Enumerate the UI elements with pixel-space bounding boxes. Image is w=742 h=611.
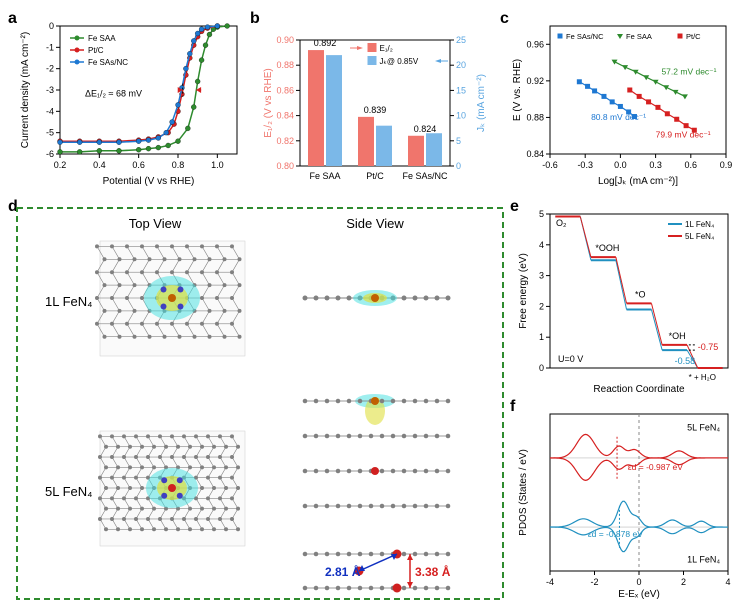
svg-text:0: 0	[636, 577, 641, 587]
svg-text:0.6: 0.6	[132, 160, 145, 170]
svg-text:Free energy (eV): Free energy (eV)	[518, 253, 529, 329]
svg-text:U=0 V: U=0 V	[558, 354, 583, 364]
svg-text:0.96: 0.96	[526, 39, 544, 49]
svg-text:20: 20	[456, 60, 466, 70]
svg-text:0.88: 0.88	[526, 112, 544, 122]
svg-text:* + H₂O: * + H₂O	[689, 373, 716, 382]
svg-text:E₁/₂: E₁/₂	[380, 44, 393, 53]
svg-text:E-Eₓ (eV): E-Eₓ (eV)	[618, 589, 660, 600]
svg-text:-4: -4	[546, 577, 554, 587]
svg-text:Pt/C: Pt/C	[686, 32, 701, 41]
svg-text:4: 4	[539, 240, 544, 250]
svg-text:0.824: 0.824	[414, 124, 437, 134]
svg-text:0.0: 0.0	[614, 160, 627, 170]
svg-text:0.84: 0.84	[526, 149, 544, 159]
svg-text:1L FeN₄: 1L FeN₄	[687, 555, 720, 565]
svg-text:2.81 Å: 2.81 Å	[325, 564, 361, 579]
svg-text:PDOS (States / eV): PDOS (States / eV)	[518, 449, 529, 536]
svg-text:E (V vs. RHE): E (V vs. RHE)	[512, 59, 523, 121]
svg-text:0.6: 0.6	[685, 160, 698, 170]
panel-b: 0.80 0.82 0.84 0.86 0.88 0.90 0 5 10 15 20 25 E₁/₂ (…	[260, 18, 490, 188]
svg-text:Jₖ (mA cm⁻²): Jₖ (mA cm⁻²)	[476, 74, 487, 132]
svg-text:-2: -2	[590, 577, 598, 587]
panel-f-label: f	[510, 398, 515, 416]
svg-text:*OOH: *OOH	[595, 243, 619, 253]
svg-text:0.892: 0.892	[314, 38, 337, 48]
svg-text:0.3: 0.3	[649, 160, 662, 170]
svg-text:Pt/C: Pt/C	[366, 171, 384, 181]
svg-text:0.82: 0.82	[276, 136, 294, 146]
svg-text:5L FeN₄: 5L FeN₄	[45, 484, 92, 499]
svg-text:-2: -2	[46, 64, 54, 74]
svg-text:4: 4	[725, 577, 730, 587]
svg-text:0: 0	[456, 161, 461, 171]
svg-text:5L FeN₄: 5L FeN₄	[685, 232, 714, 241]
svg-text:25: 25	[456, 35, 466, 45]
svg-text:0.84: 0.84	[276, 111, 294, 121]
svg-text:0: 0	[49, 21, 54, 31]
svg-text:1: 1	[539, 332, 544, 342]
svg-text:0.88: 0.88	[276, 60, 294, 70]
svg-text:-5: -5	[46, 128, 54, 138]
panel-b-label: b	[250, 10, 260, 28]
svg-text:0.90: 0.90	[276, 35, 294, 45]
svg-text:*O: *O	[635, 289, 646, 299]
svg-text:5: 5	[456, 136, 461, 146]
svg-text:0.80: 0.80	[276, 161, 294, 171]
svg-text:-0.75: -0.75	[698, 342, 719, 352]
panel-d: Top View Side View 1L FeN₄ 5L FeN₄ 2.81 Å 3.3…	[15, 206, 505, 601]
svg-text:Side View: Side View	[346, 216, 404, 231]
svg-text:0.2: 0.2	[54, 160, 67, 170]
svg-text:Pt/C: Pt/C	[88, 46, 104, 55]
svg-text:Reaction Coordinate: Reaction Coordinate	[593, 384, 685, 395]
svg-text:-3: -3	[46, 85, 54, 95]
svg-text:Fe SAs/NC: Fe SAs/NC	[566, 32, 604, 41]
svg-text:2: 2	[539, 301, 544, 311]
svg-text:Top View: Top View	[129, 216, 182, 231]
svg-text:0.4: 0.4	[93, 160, 106, 170]
svg-text:ΔE₁/₂ ≈ 68 mV: ΔE₁/₂ ≈ 68 mV	[85, 88, 142, 98]
svg-text:Fe SAA: Fe SAA	[88, 34, 116, 43]
svg-text:O₂: O₂	[556, 218, 567, 228]
svg-text:Fe SAs/NC: Fe SAs/NC	[88, 58, 128, 67]
svg-text:Log[Jₖ (mA cm⁻²)]: Log[Jₖ (mA cm⁻²)]	[598, 176, 678, 187]
svg-text:1L FeN₄: 1L FeN₄	[685, 220, 714, 229]
svg-text:5: 5	[539, 209, 544, 219]
svg-text:1.0: 1.0	[211, 160, 224, 170]
svg-text:3.38 Å: 3.38 Å	[415, 564, 451, 579]
svg-text:79.9 mV dec⁻¹: 79.9 mV dec⁻¹	[656, 130, 711, 140]
svg-text:0.92: 0.92	[526, 76, 544, 86]
svg-text:-0.3: -0.3	[577, 160, 593, 170]
panel-a: 0.2 0.4 0.6 0.8 1.0 -6 -5 -4 -3 -2 -1 0 Potential (V…	[15, 18, 245, 188]
svg-text:2: 2	[681, 577, 686, 587]
svg-text:5L FeN₄: 5L FeN₄	[687, 422, 720, 432]
svg-text:Fe SAs/NC: Fe SAs/NC	[402, 171, 448, 181]
svg-text:-0.6: -0.6	[542, 160, 558, 170]
svg-text:10: 10	[456, 111, 466, 121]
svg-text:Current density (mA cm⁻²): Current density (mA cm⁻²)	[20, 32, 31, 148]
svg-text:0: 0	[539, 363, 544, 373]
svg-text:-1: -1	[46, 42, 54, 52]
svg-text:80.8 mV dec⁻¹: 80.8 mV dec⁻¹	[591, 112, 646, 122]
svg-text:0.839: 0.839	[364, 105, 387, 115]
svg-text:0.86: 0.86	[276, 85, 294, 95]
svg-text:1L FeN₄: 1L FeN₄	[45, 294, 92, 309]
svg-text:3: 3	[539, 271, 544, 281]
svg-text:15: 15	[456, 85, 466, 95]
svg-text:57.2 mV dec⁻¹: 57.2 mV dec⁻¹	[661, 66, 716, 76]
svg-text:0.8: 0.8	[172, 160, 185, 170]
panel-c: -0.6 -0.3 0.0 0.3 0.6 0.9 0.84 0.88 0.92 0.96 Log[…	[508, 18, 734, 188]
svg-text:-0.58: -0.58	[675, 356, 696, 366]
svg-text:E₁/₂ (V vs RHE): E₁/₂ (V vs RHE)	[263, 68, 274, 137]
svg-text:-6: -6	[46, 149, 54, 159]
svg-text:Jₖ@ 0.85V: Jₖ@ 0.85V	[380, 57, 419, 66]
svg-text:Fe SAA: Fe SAA	[309, 171, 340, 181]
svg-text:Fe SAA: Fe SAA	[626, 32, 652, 41]
svg-text:Potential (V vs RHE): Potential (V vs RHE)	[103, 176, 195, 187]
svg-text:-4: -4	[46, 106, 54, 116]
panel-f: -4-2024E-Eₓ (eV)PDOS (States / eV)εd = -…	[516, 406, 734, 601]
svg-text:*OH: *OH	[669, 331, 686, 341]
svg-text:0.9: 0.9	[720, 160, 733, 170]
panel-e: 0 1 2 3 4 5 Reaction Coordinate Free energy (eV…	[516, 206, 734, 396]
